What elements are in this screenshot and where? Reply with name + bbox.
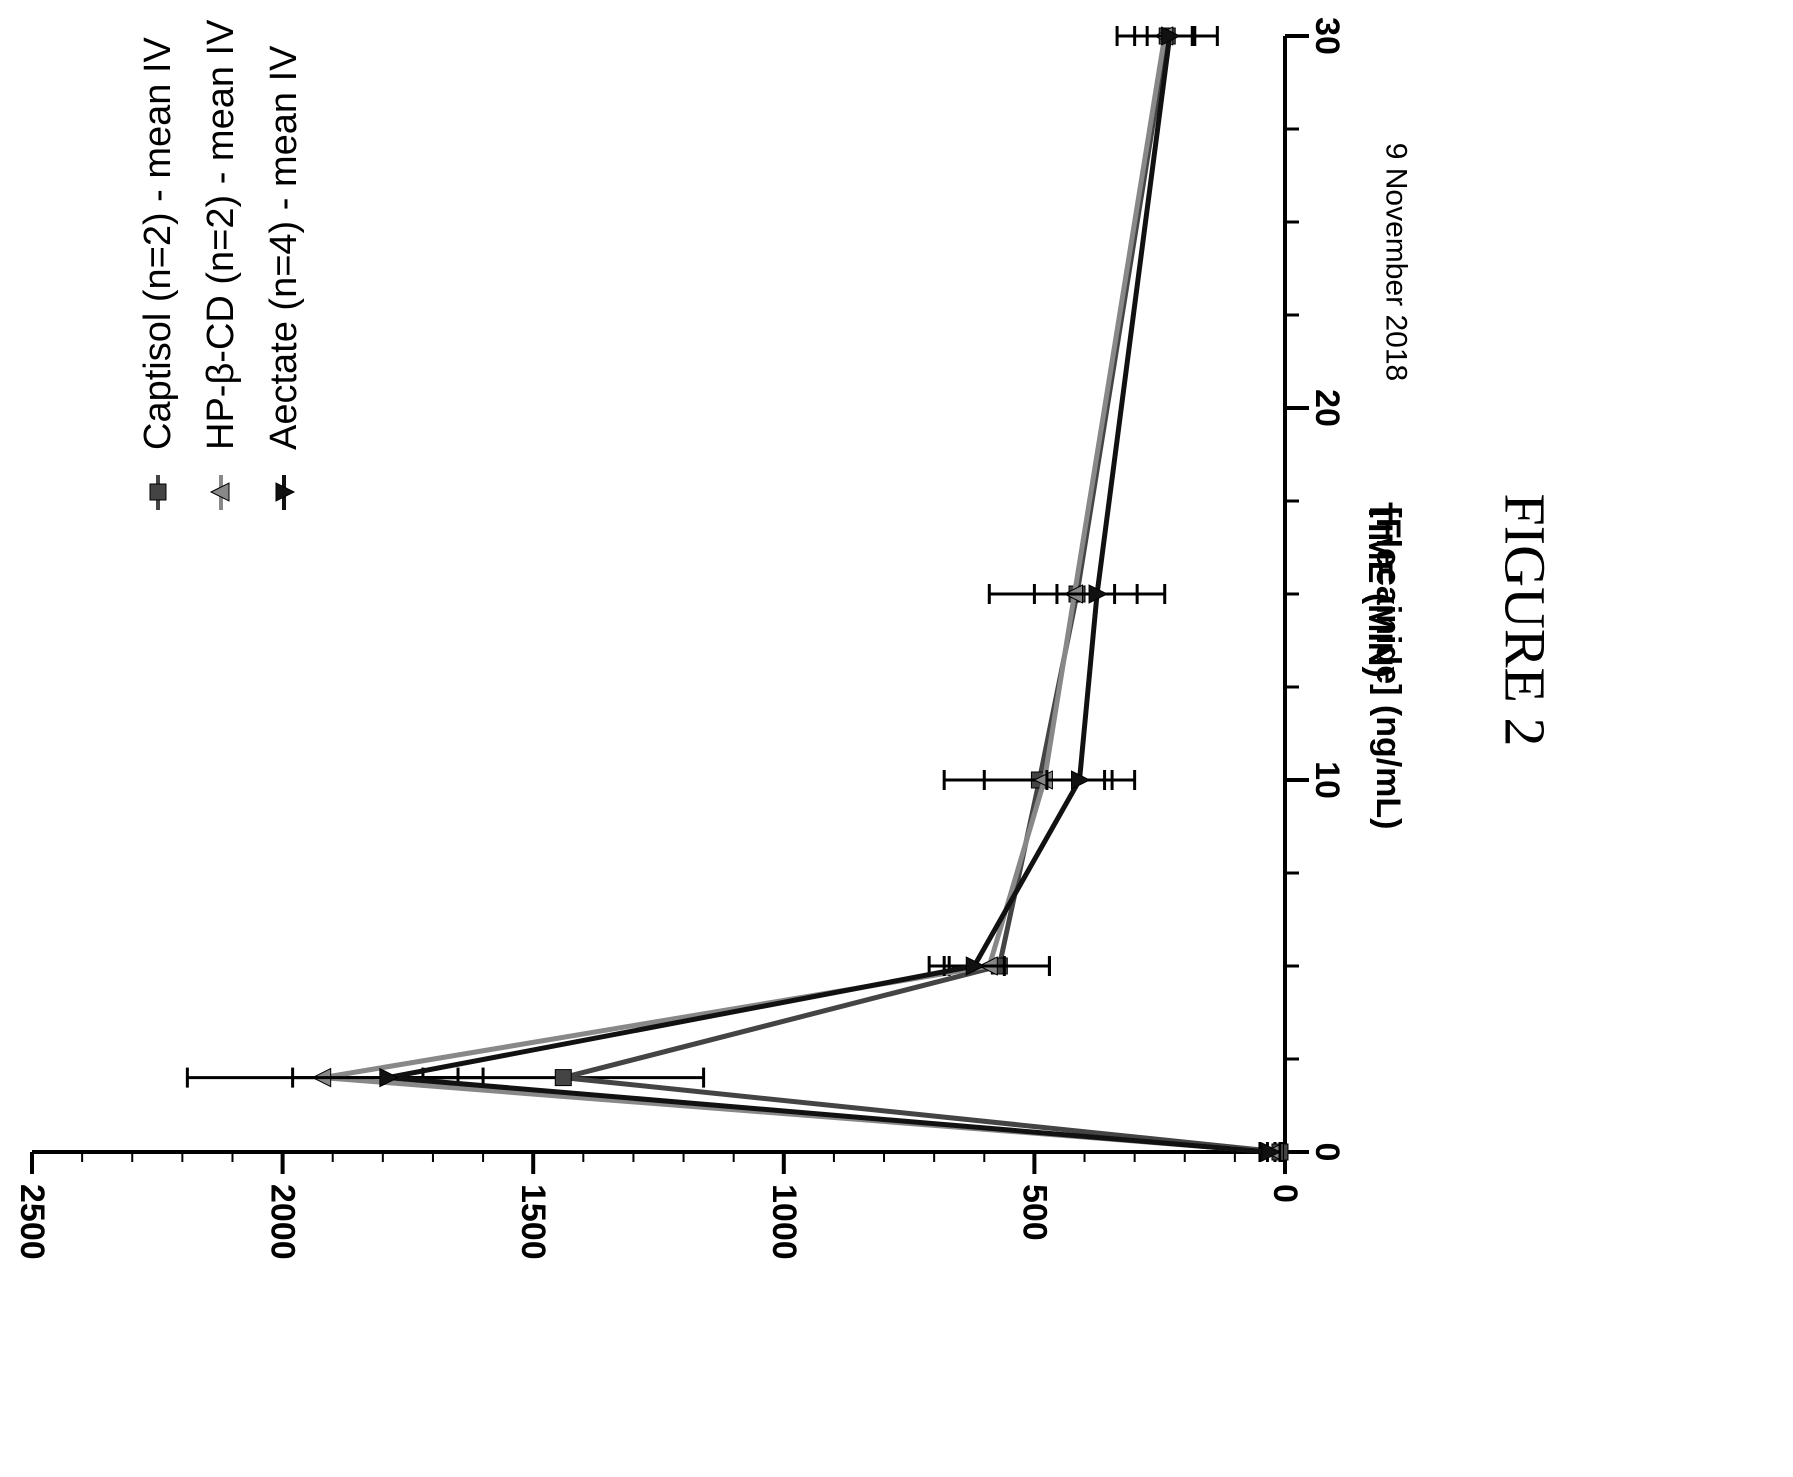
data-point — [1161, 26, 1181, 46]
legend-label: Aectate (n=4) - mean IV — [263, 45, 305, 450]
legend-label: Captisol (n=2) - mean IV — [137, 36, 179, 450]
axes: 0 500 1000 1500 2000 2500 0 10 20 30 — [13, 17, 1346, 1260]
series-layer — [185, 26, 1289, 1162]
labels: [Flecainide] (ng/mL) TIME (MIN) 9 Novemb… — [1361, 143, 1558, 830]
legend-entry-3: Aectate (n=4) - mean IV — [263, 45, 305, 510]
data-point — [379, 1067, 399, 1088]
data-point — [1071, 770, 1091, 790]
series-line — [320, 35, 1276, 1155]
data-point — [554, 1069, 572, 1087]
series-1 — [421, 26, 1289, 1162]
x-tick-label: 0 — [1308, 1143, 1346, 1162]
legend-entry-2: HP-β-CD (n=2) - mean IV — [200, 19, 242, 510]
legend-label: HP-β-CD (n=2) - mean IV — [200, 19, 242, 450]
x-axis-title: TIME (MIN) — [1361, 502, 1399, 678]
legend-marker — [149, 483, 167, 501]
series-3 — [291, 26, 1282, 1162]
y-tick-label: 500 — [1015, 1184, 1053, 1241]
data-point — [1261, 1142, 1282, 1162]
y-tick-label: 1500 — [514, 1184, 552, 1260]
legend: Captisol (n=2) - mean IV HP-β-CD (n=2) - … — [137, 19, 305, 510]
y-tick-label: 2000 — [264, 1184, 302, 1260]
y-axis-title: [Flecainide] (ng/mL) — [1369, 507, 1407, 830]
date-note: 9 November 2018 — [1380, 143, 1413, 381]
legend-marker — [275, 482, 296, 502]
y-tick-label: 1000 — [765, 1184, 803, 1260]
x-tick-label: 30 — [1308, 17, 1346, 55]
x-tick-label: 10 — [1308, 761, 1346, 799]
series-line — [560, 35, 1281, 1155]
x-tick-label: 20 — [1308, 389, 1346, 427]
legend-marker — [209, 482, 230, 502]
series-line — [385, 35, 1271, 1155]
y-tick-label: 0 — [1266, 1184, 1304, 1203]
legend-entry-1: Captisol (n=2) - mean IV — [137, 36, 179, 510]
data-point — [1088, 584, 1109, 604]
figure-label: FIGURE 2 — [1493, 494, 1558, 747]
data-point — [965, 956, 986, 976]
y-tick-label: 2500 — [13, 1184, 51, 1260]
